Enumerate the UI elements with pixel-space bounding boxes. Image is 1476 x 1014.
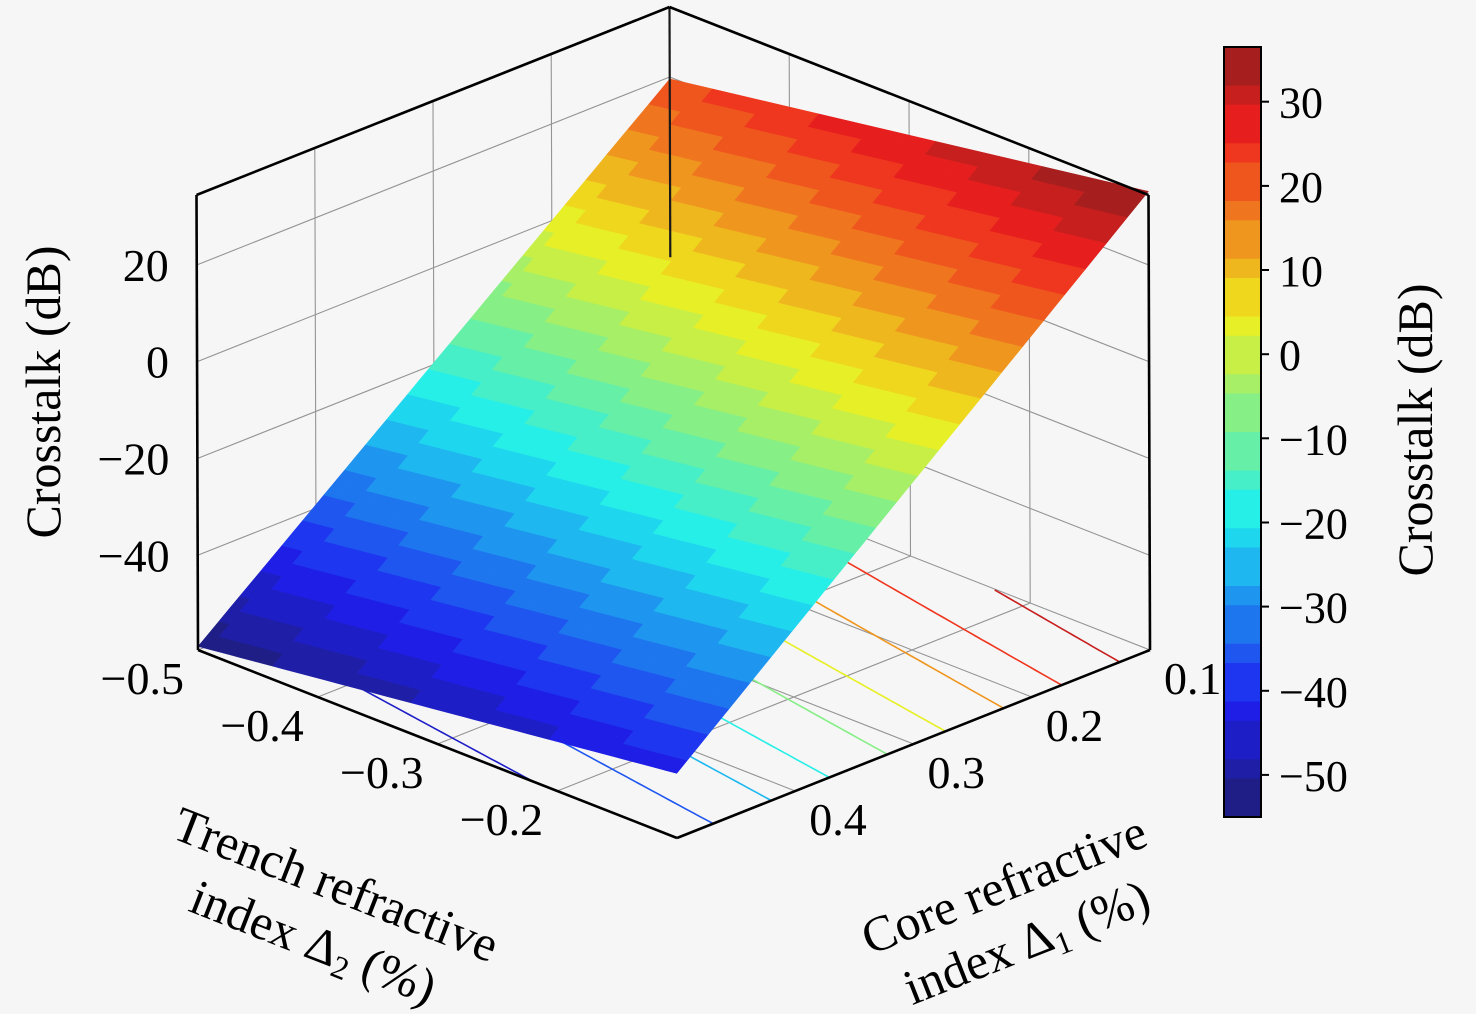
svg-text:0.1: 0.1 — [1164, 653, 1222, 704]
svg-text:Crosstalk (dB): Crosstalk (dB) — [15, 245, 71, 538]
svg-text:−0.3: −0.3 — [340, 747, 423, 798]
svg-text:−40: −40 — [98, 530, 170, 581]
svg-text:−0.4: −0.4 — [220, 700, 303, 751]
svg-text:0: 0 — [1279, 331, 1301, 380]
svg-text:20: 20 — [1279, 163, 1323, 212]
svg-text:−40: −40 — [1279, 668, 1348, 717]
svg-text:−20: −20 — [97, 434, 169, 485]
svg-text:−30: −30 — [1279, 584, 1348, 633]
svg-text:0.2: 0.2 — [1046, 700, 1104, 751]
svg-text:0.3: 0.3 — [928, 747, 986, 798]
svg-text:−50: −50 — [1279, 752, 1348, 801]
svg-text:20: 20 — [123, 240, 169, 291]
svg-text:−0.2: −0.2 — [460, 794, 543, 845]
svg-text:−20: −20 — [1279, 500, 1348, 549]
svg-text:0: 0 — [146, 337, 169, 388]
svg-text:10: 10 — [1279, 247, 1323, 296]
svg-text:−10: −10 — [1279, 415, 1348, 464]
svg-text:0.4: 0.4 — [809, 794, 867, 845]
svg-text:−0.5: −0.5 — [101, 653, 184, 704]
svg-text:Crosstalk (dB): Crosstalk (dB) — [1387, 283, 1443, 576]
svg-text:30: 30 — [1279, 79, 1323, 128]
